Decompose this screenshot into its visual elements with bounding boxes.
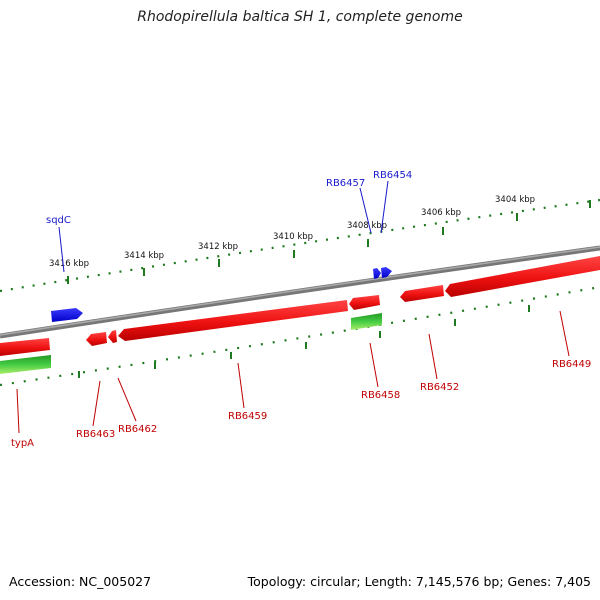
- genome-summary-text: Topology: circular; Length: 7,145,576 bp…: [247, 574, 591, 589]
- scale-label-3412: 3412 kbp: [198, 242, 238, 252]
- scale-label-3408: 3408 kbp: [347, 221, 387, 231]
- scale-label-3406: 3406 kbp: [421, 208, 461, 218]
- genome-backbone: [0, 245, 600, 339]
- label-leaders: [16, 180, 570, 434]
- gene-RB6449[interactable]: [445, 256, 600, 297]
- gene-RB6452[interactable]: [400, 285, 444, 302]
- inner-scale-ticks: [78, 305, 530, 378]
- label-RB6454[interactable]: RB6454: [373, 170, 412, 181]
- scale-label-3416: 3416 kbp: [49, 259, 89, 269]
- label-typA[interactable]: typA: [11, 438, 34, 449]
- position-scale-inner: [0, 285, 600, 387]
- label-RB6457[interactable]: RB6457: [326, 178, 365, 189]
- feature-typA-rna[interactable]: [0, 355, 51, 374]
- label-RB6463[interactable]: RB6463: [76, 429, 115, 440]
- scale-label-3410: 3410 kbp: [273, 232, 313, 242]
- label-RB6459[interactable]: RB6459: [228, 411, 267, 422]
- scale-label-3414: 3414 kbp: [124, 251, 164, 261]
- scale-label-3404: 3404 kbp: [495, 195, 535, 205]
- gene-RB6463[interactable]: [86, 332, 107, 346]
- gene-RB6459[interactable]: [118, 300, 348, 341]
- label-RB6462[interactable]: RB6462: [118, 424, 157, 435]
- reverse-genes: [0, 256, 600, 356]
- label-sqdC[interactable]: sqdC: [46, 215, 71, 226]
- genome-title: Rhodopirellula baltica SH 1, complete ge…: [137, 9, 463, 25]
- label-RB6458[interactable]: RB6458: [361, 390, 400, 401]
- label-RB6449[interactable]: RB6449: [552, 359, 591, 370]
- scale-major-ticks: [67, 200, 591, 284]
- accession-text: Accession: NC_005027: [9, 574, 152, 589]
- gene-RB6458[interactable]: [349, 295, 380, 310]
- gene-sqdC[interactable]: [51, 308, 83, 322]
- rna-features: [0, 313, 382, 374]
- gene-RB6462[interactable]: [108, 330, 117, 343]
- label-RB6452[interactable]: RB6452: [420, 382, 459, 393]
- gene-RB6457[interactable]: [373, 268, 381, 279]
- gene-typA[interactable]: [0, 338, 50, 356]
- gene-RB6454[interactable]: [381, 267, 392, 278]
- feature-RB6458-rna[interactable]: [351, 313, 382, 330]
- forward-genes: [51, 267, 392, 322]
